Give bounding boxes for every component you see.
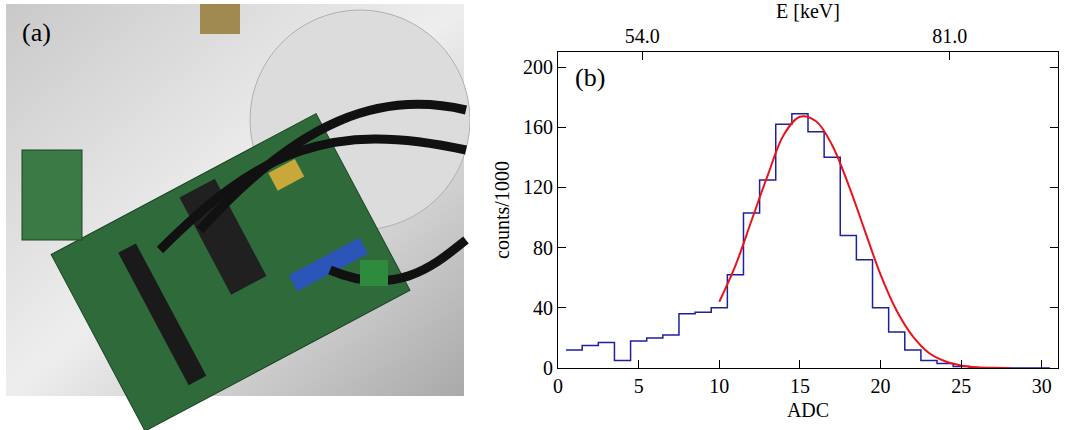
svg-text:25: 25 xyxy=(951,375,971,397)
svg-text:20: 20 xyxy=(871,375,891,397)
svg-text:54.0: 54.0 xyxy=(625,25,660,47)
svg-text:160: 160 xyxy=(523,116,553,138)
svg-text:81.0: 81.0 xyxy=(932,25,967,47)
svg-text:15: 15 xyxy=(790,375,810,397)
svg-text:40: 40 xyxy=(533,297,553,319)
svg-text:counts/1000: counts/1000 xyxy=(491,161,513,259)
svg-text:120: 120 xyxy=(523,176,553,198)
html-text:(a): (a) xyxy=(22,18,51,47)
svg-text:30: 30 xyxy=(1032,375,1052,397)
svg-text:(b): (b) xyxy=(575,63,605,92)
svg-text:E [keV]: E [keV] xyxy=(776,0,840,22)
svg-text:0: 0 xyxy=(553,375,563,397)
svg-text:80: 80 xyxy=(533,237,553,259)
svg-text:10: 10 xyxy=(709,375,729,397)
svg-text:200: 200 xyxy=(523,56,553,78)
svg-text:5: 5 xyxy=(634,375,644,397)
svg-text:0: 0 xyxy=(543,357,553,379)
svg-text:ADC: ADC xyxy=(787,399,829,421)
